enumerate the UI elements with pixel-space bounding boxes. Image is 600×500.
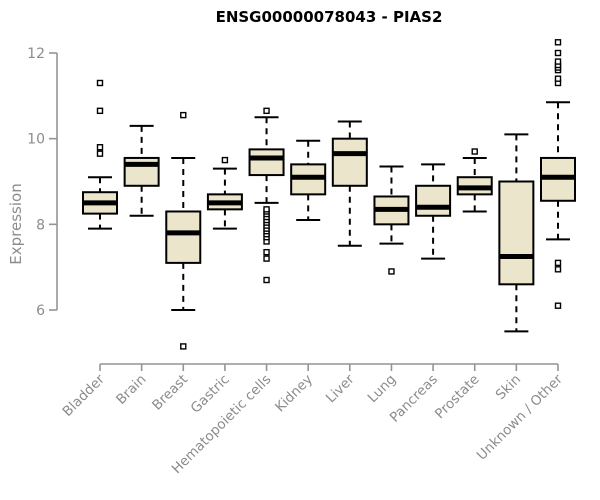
outlier-point <box>554 266 562 273</box>
boxplot-kidney <box>290 139 327 222</box>
outlier-point <box>554 49 562 57</box>
outlier-point <box>554 259 562 267</box>
outlier-point <box>554 39 562 46</box>
x-tick-label: Liver <box>323 371 358 406</box>
x-tick-label: Brain <box>113 372 149 408</box>
outlier-point <box>263 248 270 256</box>
outlier-point <box>554 58 562 65</box>
iqr-box <box>331 137 368 187</box>
boxplot-lung <box>373 165 410 275</box>
x-tick-label: Kidney <box>272 372 316 416</box>
boxplot-breast <box>165 111 202 350</box>
iqr-box <box>498 180 535 286</box>
outlier-point <box>180 111 187 119</box>
y-tick-label: 6 <box>36 303 45 319</box>
boxplot-liver <box>331 120 368 247</box>
outlier-point <box>471 148 478 155</box>
boxplot-bladder <box>82 79 118 230</box>
x-tick-label: Prostate <box>432 372 483 423</box>
boxplot-hematopoietic-cells <box>248 107 285 284</box>
x-tick-label: Bladder <box>60 371 109 420</box>
y-axis-label: Expression <box>7 183 25 264</box>
iqr-box <box>165 210 202 264</box>
outlier-point <box>554 75 562 82</box>
boxplot-skin <box>498 133 535 333</box>
x-tick-label: Skin <box>493 372 525 404</box>
outlier-point <box>96 144 104 151</box>
boxplot-brain <box>123 124 160 217</box>
x-tick-label: Breast <box>149 372 191 414</box>
outlier-point <box>96 150 104 157</box>
boxplot-unknown-other <box>540 39 576 309</box>
y-tick-label: 8 <box>36 217 45 233</box>
boxplot-prostate <box>456 148 493 213</box>
boxplot-series <box>82 39 576 350</box>
chart-title: ENSG00000078043 - PIAS2 <box>216 8 443 26</box>
outlier-point <box>554 302 562 309</box>
outlier-point <box>263 107 270 115</box>
outlier-point <box>180 343 187 350</box>
outlier-point <box>388 268 395 275</box>
boxplot-gastric <box>206 156 243 230</box>
y-tick-label: 12 <box>27 46 45 62</box>
x-tick-label: Lung <box>365 372 400 407</box>
outlier-point <box>221 156 229 164</box>
iqr-box <box>415 184 452 217</box>
outlier-point <box>96 107 104 115</box>
outlier-point <box>96 79 104 87</box>
iqr-box <box>248 148 285 177</box>
outlier-point <box>263 206 270 213</box>
y-tick-label: 10 <box>27 132 45 148</box>
outlier-point <box>263 276 270 284</box>
boxplot-pancreas <box>415 163 452 260</box>
outlier-point <box>263 255 270 262</box>
